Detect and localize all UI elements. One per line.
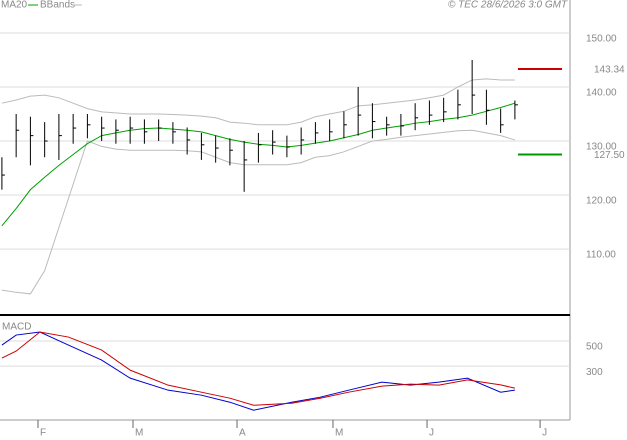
legend-label: BBands [40, 0, 75, 11]
x-tick-label: J [542, 428, 547, 439]
source: © TEC 28/6/2026 3:0 GMT [448, 0, 568, 11]
legend-label: MA20 [1, 0, 28, 11]
x-tick-label: F [40, 428, 46, 439]
y-tick-label: 120.00 [586, 196, 617, 207]
x-tick-label: J [429, 428, 434, 439]
macd-title: MACD [2, 322, 31, 333]
y-tick-label: 140.00 [586, 88, 617, 99]
y-tick-label: 130.00 [586, 142, 617, 153]
line [1, 331, 515, 411]
line [1, 331, 516, 406]
level-label: 127.50 [594, 150, 625, 161]
line [1, 129, 516, 295]
x-tick-label: A [239, 428, 246, 439]
y-tick-label: 500 [586, 342, 603, 353]
x-tick-label: M [335, 428, 343, 439]
y-tick-label: 110.00 [586, 250, 616, 261]
x-tick-label: M [135, 428, 143, 439]
level-label: 143.34 [594, 65, 625, 76]
y-tick-label: 150.00 [586, 34, 617, 45]
line [1, 78, 515, 126]
y-tick-label: 300 [586, 367, 603, 378]
